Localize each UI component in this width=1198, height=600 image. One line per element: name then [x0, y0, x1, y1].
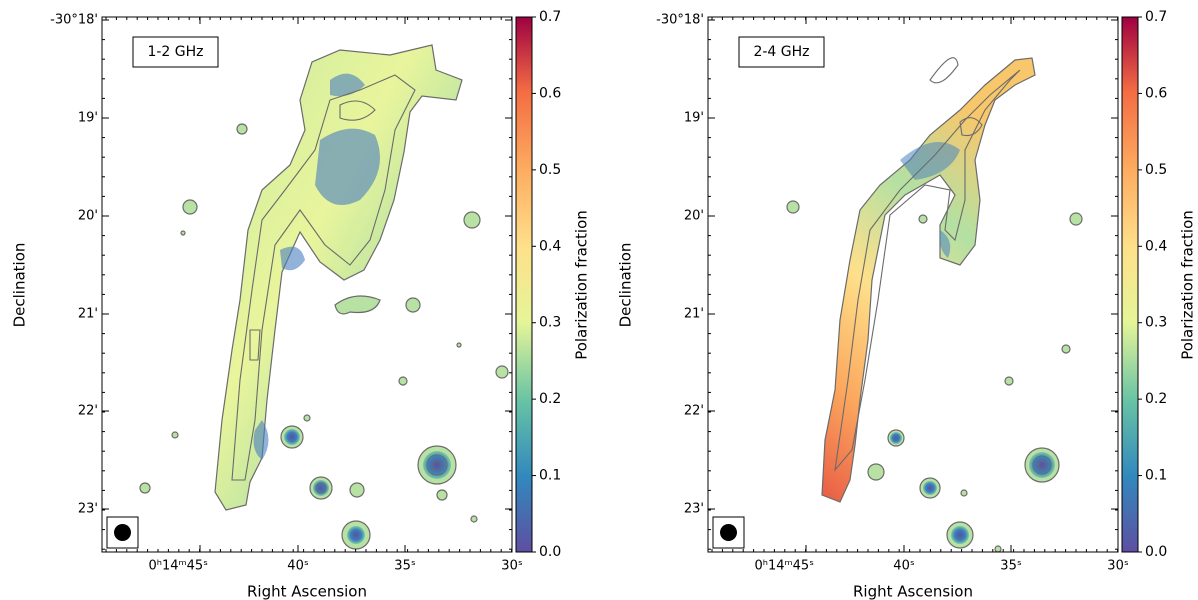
x-tick-label: 35ˢ [394, 559, 416, 574]
x-tick-label: 0ʰ14ᵐ45ˢ [148, 559, 208, 574]
x-tick-label: 40ˢ [893, 559, 915, 574]
x-tick-label: 40ˢ [287, 559, 309, 574]
y-tick-label: 19' [78, 111, 98, 126]
y-tick-label: 21' [684, 307, 704, 322]
panel-label-box [738, 36, 825, 68]
y-tick-label: 19' [684, 111, 704, 126]
colorbar-tick-label: 0.6 [539, 85, 561, 101]
colorbar-tick-label: 0.0 [539, 544, 561, 560]
image-2 [786, 57, 1083, 553]
colorbar-tick-label: 0.4 [539, 238, 561, 254]
y-tick-label: 20' [78, 209, 98, 224]
colorbar-tick-label: 0.7 [1145, 9, 1167, 25]
y-tick-label: 22' [684, 404, 704, 419]
beam [114, 524, 131, 541]
y-tick-label: 21' [78, 307, 98, 322]
x-tick-label: 30ˢ [1107, 559, 1129, 574]
plot-frame [101, 16, 513, 553]
colorbar-tick-label: 0.5 [539, 162, 561, 178]
colorbar [1121, 16, 1139, 553]
x-tick-label: 35ˢ [1000, 559, 1022, 574]
y-tick-label: 23' [684, 502, 704, 517]
x-axis-label: Right Ascension [853, 583, 973, 600]
y-tick-label: -30°18' [656, 13, 704, 28]
colorbar [515, 16, 533, 553]
colorbar-label: Polarization fraction [1179, 210, 1197, 360]
x-axis-label: Right Ascension [247, 583, 367, 600]
colorbar-label: Polarization fraction [573, 210, 591, 360]
image-1 [139, 44, 509, 550]
y-tick-label: 22' [78, 404, 98, 419]
colorbar-tick-label: 0.2 [1145, 391, 1167, 407]
panel-label: 2-4 GHz [753, 44, 809, 60]
colorbar-tick-label: 0.1 [1145, 468, 1167, 484]
y-axis-label: Declination [11, 243, 29, 328]
panel-label-box [132, 36, 219, 68]
beam [720, 524, 737, 541]
plot-frame [707, 16, 1119, 553]
y-tick-label: 20' [684, 209, 704, 224]
y-tick-label: 23' [78, 502, 98, 517]
colorbar-tick-label: 0.7 [539, 9, 561, 25]
panel-label: 1-2 GHz [147, 44, 203, 60]
colorbar-tick-label: 0.1 [539, 468, 561, 484]
colorbar-tick-label: 0.0 [1145, 544, 1167, 560]
colorbar-tick-label: 0.2 [539, 391, 561, 407]
colorbar-tick-label: 0.6 [1145, 85, 1167, 101]
x-tick-label: 30ˢ [501, 559, 523, 574]
colorbar-tick-label: 0.5 [1145, 162, 1167, 178]
colorbar-tick-label: 0.3 [1145, 315, 1167, 331]
colorbar-tick-label: 0.3 [539, 315, 561, 331]
x-tick-label: 0ʰ14ᵐ45ˢ [754, 559, 814, 574]
y-tick-label: -30°18' [50, 13, 98, 28]
y-axis-label: Declination [617, 243, 635, 328]
beam-box [712, 516, 745, 549]
colorbar-tick-label: 0.4 [1145, 238, 1167, 254]
